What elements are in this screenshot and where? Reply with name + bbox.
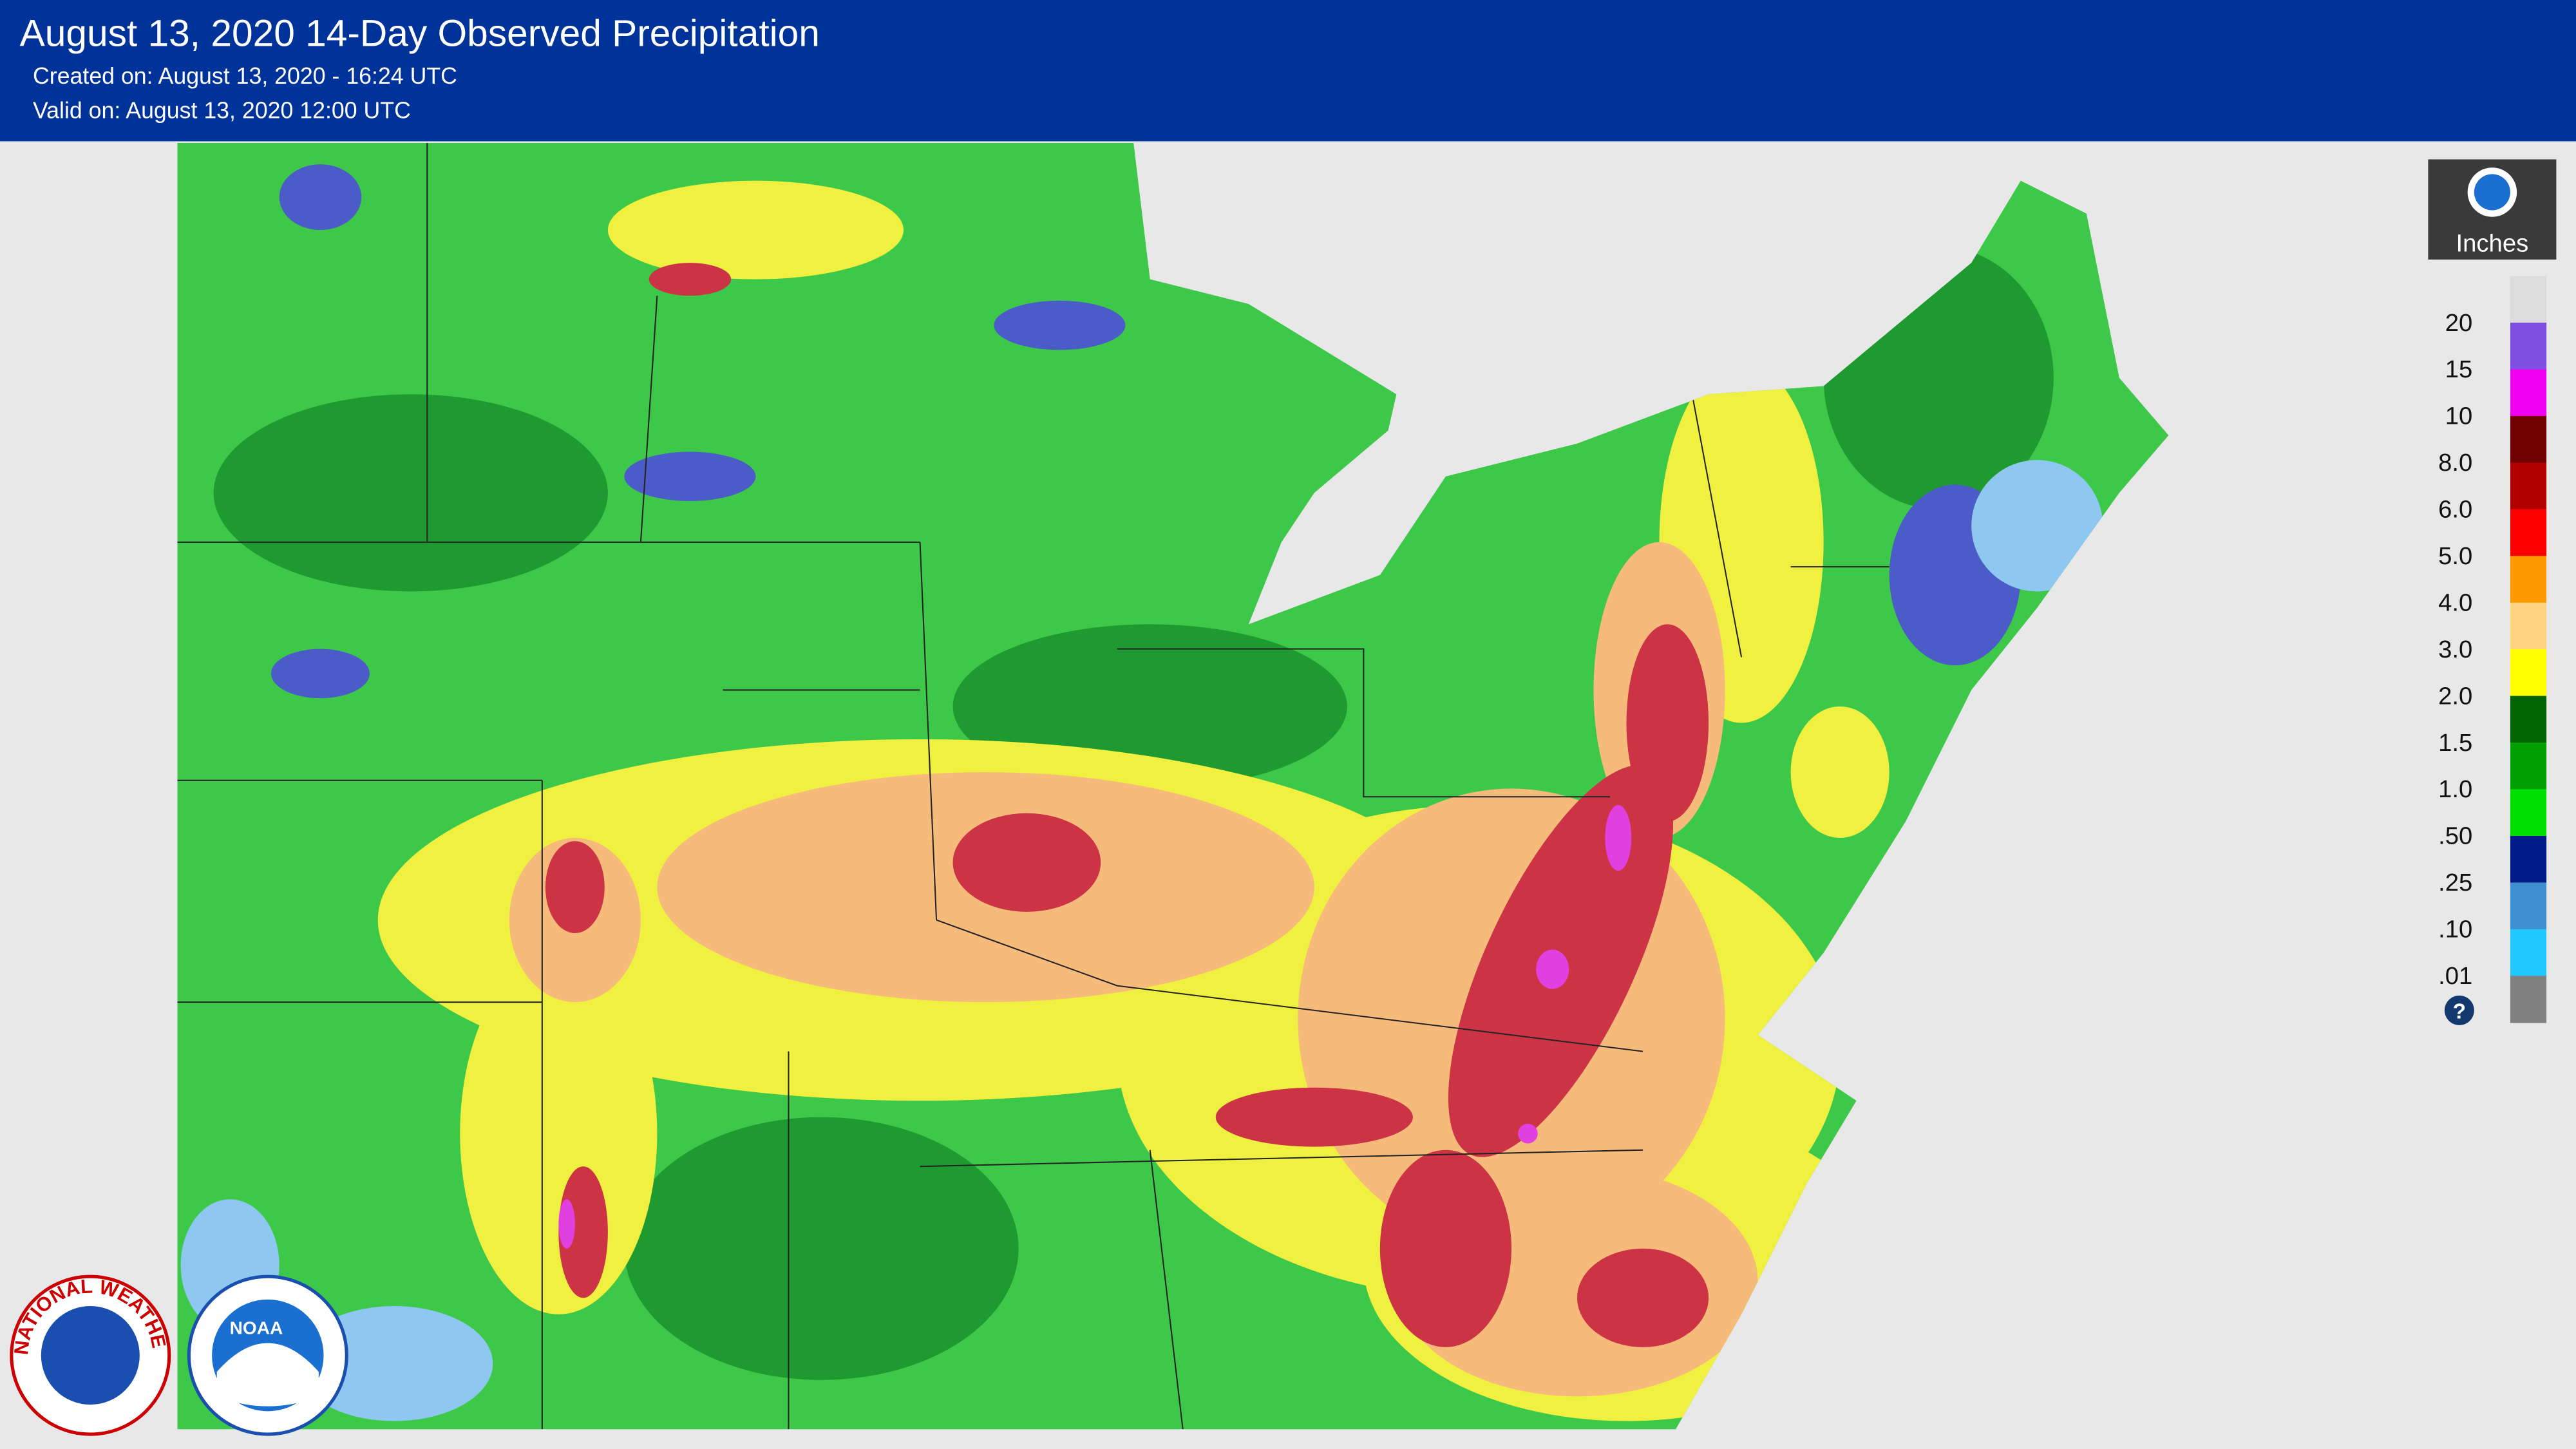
noaa-icon-inner (2474, 174, 2510, 211)
legend-swatch (2510, 602, 2547, 650)
valid-date: Valid on: August 13, 2020 12:00 UTC (33, 98, 411, 124)
precip-field (177, 142, 2169, 1430)
legend-swatch (2510, 556, 2547, 603)
legend-label: .50 (2438, 822, 2472, 850)
legend-swatch (2510, 789, 2547, 837)
legend-swatch (2510, 276, 2547, 323)
legend-swatch (2510, 415, 2547, 464)
help-button[interactable] (2444, 995, 2474, 1025)
legend-swatch (2510, 369, 2547, 417)
legend-label: 1.0 (2438, 775, 2472, 803)
legend-label: 3.0 (2438, 636, 2472, 663)
legend-label: 5.0 (2438, 542, 2472, 570)
legend: Inches 20 15 10 8.0 6.0 5.0 4.0 3.0 2.0 1.5 1.0 .50… (2428, 159, 2557, 1025)
legend-swatch (2510, 462, 2547, 510)
legend-swatch (2510, 976, 2547, 1023)
legend-label: 15 (2445, 355, 2473, 383)
legend-title: Inches (2456, 229, 2529, 257)
map[interactable] (177, 142, 2182, 1441)
legend-swatch (2510, 743, 2547, 790)
legend-label: 20 (2445, 309, 2473, 337)
help-label[interactable]: ? (2453, 1000, 2466, 1024)
noaa-text: NOAA (230, 1318, 283, 1338)
magenta-areas (558, 805, 1632, 1249)
created-date: Created on: August 13, 2020 - 16:24 UTC (33, 63, 457, 89)
legend-swatch (2510, 649, 2547, 697)
legend-swatch (2510, 929, 2547, 977)
noaa-bird (216, 1343, 319, 1406)
legend-items: 20 15 10 8.0 6.0 5.0 4.0 3.0 2.0 1.5 1.0 .50 .25 .10.… (2438, 276, 2547, 1023)
legend-label: 6.0 (2438, 496, 2472, 524)
legend-label: .01 (2438, 962, 2472, 990)
legend-swatch (2510, 835, 2547, 884)
legend-label: 1.5 (2438, 729, 2472, 757)
legend-swatch (2510, 882, 2547, 930)
legend-label: 4.0 (2438, 589, 2472, 616)
legend-swatch (2510, 696, 2547, 743)
legend-label: .25 (2438, 869, 2472, 896)
noaa-logo: NOAA (187, 1274, 348, 1436)
legend-label: 8.0 (2438, 449, 2472, 477)
legend-label: 10 (2445, 402, 2473, 430)
legend-swatch (2510, 509, 2547, 557)
header-bar (0, 0, 2576, 142)
nws-inner (41, 1306, 140, 1405)
legend-label: .10 (2438, 916, 2472, 943)
legend-label: 2.0 (2438, 682, 2472, 710)
legend-swatch (2510, 323, 2547, 370)
title: August 13, 2020 14-Day Observed Precipit… (20, 12, 820, 54)
